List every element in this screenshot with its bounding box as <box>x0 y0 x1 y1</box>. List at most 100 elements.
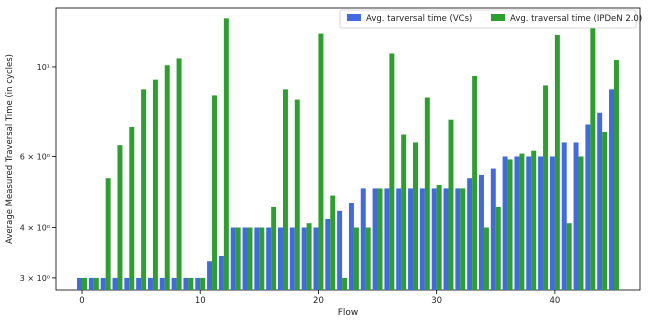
bar-series1-flow-37 <box>514 156 520 290</box>
bar-series2-flow-27 <box>401 134 407 290</box>
bar-series2-flow-12 <box>223 18 229 291</box>
legend-label-vcs: Avg. tarversal time (VCs) <box>366 14 472 24</box>
bar-series2-flow-13 <box>235 227 241 290</box>
x-tick-label-3: 30 <box>431 296 442 306</box>
bar-series2-flow-7 <box>164 65 170 291</box>
bar-series2-flow-32 <box>460 188 466 290</box>
bar-series2-flow-20 <box>318 33 324 291</box>
bar-series2-flow-17 <box>282 89 288 290</box>
bar-series2-flow-4 <box>129 126 135 290</box>
bar-series1-flow-2 <box>100 277 106 290</box>
bar-series2-flow-6 <box>152 79 158 290</box>
bar-series2-flow-16 <box>271 206 277 290</box>
bar-series2-flow-40 <box>554 35 560 291</box>
legend-swatch-vcs <box>347 14 361 21</box>
legend-label-ipden: Avg. traversal time (IPDeN 2.0) <box>510 14 642 24</box>
bar-series2-flow-45 <box>613 60 619 290</box>
x-tick-label-2: 20 <box>313 296 324 306</box>
bar-series2-flow-38 <box>531 150 537 290</box>
bar-series1-flow-16 <box>266 227 272 290</box>
bar-series1-flow-26 <box>384 188 390 290</box>
bar-series2-flow-42 <box>578 156 584 290</box>
bar-series1-flow-23 <box>348 203 354 290</box>
bar-series1-flow-3 <box>112 277 118 290</box>
bar-series2-flow-19 <box>306 223 312 290</box>
bar-series1-flow-27 <box>396 188 402 290</box>
bar-series2-flow-10 <box>200 277 206 290</box>
bar-series1-flow-39 <box>538 156 544 290</box>
bar-series2-flow-3 <box>117 145 123 290</box>
bar-series1-flow-20 <box>313 227 319 290</box>
y-tick-label-2: 6 × 10⁰ <box>20 152 50 161</box>
bar-series1-flow-24 <box>360 188 366 290</box>
bar-series2-flow-18 <box>294 99 300 290</box>
legend: Avg. tarversal time (VCs) Avg. traversal… <box>339 9 642 29</box>
bar-series2-flow-22 <box>342 277 348 290</box>
bar-series2-flow-31 <box>448 119 454 291</box>
bar-series2-flow-25 <box>377 188 383 290</box>
bar-series2-flow-28 <box>413 142 418 290</box>
y-axis-label: Average Measured Traversal Time (in cycl… <box>5 54 15 244</box>
bar-series1-flow-19 <box>301 227 307 290</box>
x-axis-label: Flow <box>338 308 359 318</box>
bar-series1-flow-28 <box>408 188 414 290</box>
bar-series1-flow-35 <box>490 168 496 290</box>
bar-series2-flow-0 <box>82 277 87 290</box>
bar-series1-flow-22 <box>337 210 343 290</box>
y-tick-label-0: 3 × 10⁰ <box>20 274 50 283</box>
bar-series2-flow-23 <box>353 227 359 290</box>
bar-series2-flow-26 <box>389 53 395 290</box>
x-axis: 0 10 20 30 40 <box>79 290 560 306</box>
bar-series1-flow-41 <box>561 142 567 290</box>
bar-series1-flow-17 <box>278 227 283 290</box>
bar-series1-flow-31 <box>443 188 449 290</box>
bar-series1-flow-21 <box>325 218 331 290</box>
bar-series2-flow-1 <box>93 277 99 290</box>
bar-series2-flow-11 <box>212 95 218 291</box>
x-tick-label-0: 0 <box>79 296 84 306</box>
bar-series1-flow-32 <box>455 188 461 290</box>
bar-series1-flow-18 <box>289 227 295 290</box>
bar-series2-flow-21 <box>330 195 336 290</box>
bar-series2-flow-43 <box>590 22 596 291</box>
bar-series1-flow-38 <box>526 156 532 290</box>
bar-series2-flow-37 <box>519 153 525 290</box>
x-tick-label-4: 40 <box>549 296 560 306</box>
bar-series1-flow-45 <box>609 89 614 290</box>
bar-series2-flow-9 <box>188 277 194 290</box>
bar-series2-flow-33 <box>472 75 478 290</box>
bar-series1-flow-25 <box>372 188 378 290</box>
bar-series2-flow-15 <box>259 227 265 290</box>
bar-series2-flow-30 <box>436 184 442 290</box>
bar-series1-flow-36 <box>502 156 508 290</box>
bar-series2-flow-39 <box>543 85 549 290</box>
bar-series1-flow-9 <box>183 277 189 290</box>
bar-series1-flow-8 <box>171 277 177 290</box>
y-tick-label-3: 10¹ <box>37 63 50 72</box>
bar-series1-flow-42 <box>573 142 579 290</box>
bar-series1-flow-5 <box>136 277 142 290</box>
bar-series1-flow-1 <box>88 277 94 290</box>
bar-series1-flow-13 <box>230 227 236 290</box>
bar-series1-flow-10 <box>195 277 201 290</box>
bar-series1-flow-4 <box>124 277 130 290</box>
bar-series1-flow-7 <box>159 277 165 290</box>
bar-series1-flow-44 <box>597 112 603 290</box>
bar-series1-flow-6 <box>147 277 153 290</box>
bar-series2-flow-2 <box>105 178 111 290</box>
bar-series2-flow-36 <box>507 159 513 290</box>
bar-series2-flow-34 <box>483 227 489 290</box>
bar-series2-flow-29 <box>424 97 430 290</box>
bar-series2-flow-14 <box>247 227 253 290</box>
bar-series1-flow-15 <box>254 227 260 290</box>
bar-series1-flow-29 <box>419 188 425 290</box>
bar-series1-flow-14 <box>242 227 248 290</box>
bar-series2-flow-5 <box>141 89 147 290</box>
bar-series1-flow-43 <box>585 124 591 290</box>
bar-series2-flow-35 <box>495 206 501 290</box>
bar-series1-flow-34 <box>478 174 484 290</box>
legend-box <box>339 9 637 29</box>
bar-series1-flow-40 <box>549 156 555 290</box>
bar-series2-flow-8 <box>176 58 182 290</box>
